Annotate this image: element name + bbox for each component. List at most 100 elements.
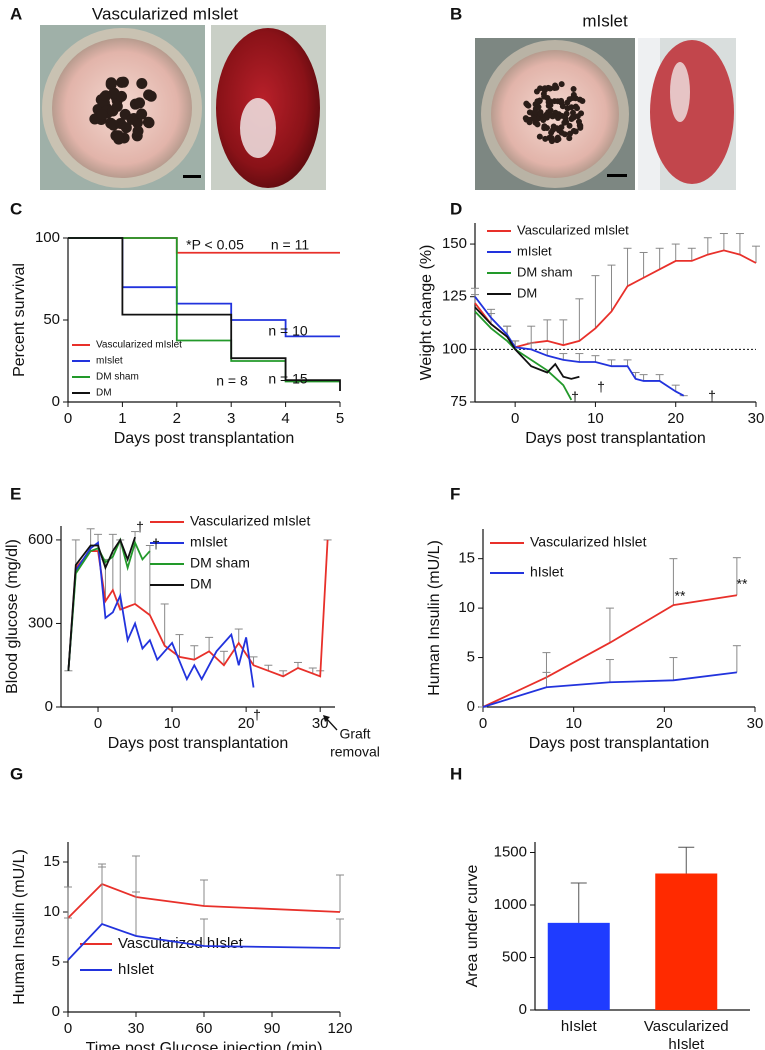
- x-tick-label: 2: [173, 410, 181, 427]
- series-line: [68, 237, 341, 392]
- arrow-head: [323, 715, 330, 722]
- series-line: [67, 922, 341, 961]
- islet: [96, 108, 108, 120]
- y-tick-label: 0: [45, 698, 53, 715]
- x-tick-label: 20: [667, 410, 684, 427]
- islet: [546, 97, 553, 104]
- islet: [570, 86, 577, 93]
- islet: [566, 135, 573, 142]
- annotation: n = 11: [271, 237, 309, 253]
- series-line: [474, 310, 573, 401]
- islet: [570, 113, 577, 120]
- x-tick-label: hIslet: [560, 1018, 597, 1035]
- islet: [575, 118, 582, 125]
- y-tick-label: 15: [458, 550, 475, 567]
- islet: [562, 115, 569, 122]
- legend-label: DM: [96, 388, 112, 399]
- y-axis-label: Human Insulin (mU/L): [426, 540, 443, 696]
- annotation: *P < 0.05: [186, 237, 244, 253]
- x-tick-label: 3: [227, 410, 235, 427]
- y-tick-label: 100: [35, 229, 60, 246]
- islet: [100, 90, 112, 102]
- islet: [552, 82, 559, 89]
- x-tick-label: 10: [587, 410, 604, 427]
- islet: [136, 78, 148, 90]
- x-axis-label: Days post transplantation: [114, 430, 295, 447]
- islet: [569, 95, 576, 102]
- legend-label: DM sham: [96, 372, 139, 383]
- x-axis-label: Days post transplantation: [108, 735, 289, 752]
- y-axis-label: Area under curve: [464, 865, 481, 988]
- annotation: **: [737, 576, 748, 592]
- graft: [240, 98, 276, 158]
- x-tick-label: 120: [327, 1020, 352, 1037]
- y-tick-label: 10: [43, 903, 60, 920]
- islet: [554, 134, 561, 141]
- islet: [136, 108, 148, 120]
- legend-label: DM: [190, 576, 212, 592]
- panel-title: Vascularized mIslet: [92, 4, 238, 23]
- y-tick-label: 0: [467, 698, 475, 715]
- x-tick-label: 30: [747, 715, 764, 732]
- scale-bar: [183, 175, 201, 178]
- legend-label: mIslet: [517, 243, 552, 258]
- islet: [559, 103, 566, 110]
- series-line: [482, 671, 737, 708]
- x-tick-label: 0: [94, 715, 102, 732]
- y-axis-label: Blood glucose (mg/dl): [4, 539, 21, 694]
- panel-label: B: [450, 4, 462, 23]
- legend-label: Vascularized hIslet: [530, 534, 647, 550]
- x-tick-label: Vascularized hIslet: [643, 1018, 729, 1050]
- y-tick-label: 10: [458, 599, 475, 616]
- islet: [143, 89, 155, 101]
- y-axis-label: Human Insulin (mU/L): [11, 849, 28, 1005]
- annotation: **: [675, 588, 686, 604]
- islet: [536, 97, 543, 104]
- x-tick-label: 60: [196, 1020, 213, 1037]
- legend-label: Vascularized mIslet: [190, 513, 310, 529]
- y-tick-label: 600: [28, 531, 53, 548]
- islet: [111, 100, 123, 112]
- islet: [533, 88, 540, 95]
- islet: [572, 103, 579, 110]
- gauze: [638, 38, 660, 190]
- legend-label: Vascularized mIslet: [96, 340, 182, 351]
- x-tick-label: 0: [64, 410, 72, 427]
- kidney: [650, 40, 734, 184]
- y-tick-label: 0: [519, 1001, 527, 1018]
- y-axis-label: Weight change (%): [418, 245, 435, 381]
- x-tick-label: 30: [748, 410, 765, 427]
- annotation: †: [571, 389, 579, 405]
- panel-label: E: [10, 484, 21, 503]
- x-tick-label: 0: [479, 715, 487, 732]
- x-tick-label: 0: [64, 1020, 72, 1037]
- legend-label: DM: [517, 285, 537, 300]
- series-line: [67, 536, 136, 671]
- legend-label: hIslet: [118, 961, 155, 978]
- islet: [540, 116, 547, 123]
- y-tick-label: 5: [52, 953, 60, 970]
- series-line: [474, 306, 580, 380]
- bar: [547, 922, 610, 1010]
- annotation: †: [708, 388, 716, 404]
- y-tick-label: 300: [28, 614, 53, 631]
- y-axis-label: Percent survival: [11, 263, 28, 377]
- graft: [670, 62, 690, 122]
- annotation: n = 15: [268, 371, 308, 387]
- islet: [143, 117, 155, 129]
- series-line: [67, 537, 151, 671]
- annotation: †: [152, 536, 160, 552]
- islet: [541, 125, 548, 132]
- islet: [115, 90, 127, 102]
- islet: [523, 100, 530, 107]
- islet: [572, 128, 579, 135]
- islet: [558, 124, 565, 131]
- islet: [568, 104, 575, 111]
- islet: [105, 77, 117, 89]
- legend-label: DM sham: [517, 264, 573, 279]
- x-axis-label: Days post transplantation: [529, 735, 710, 752]
- islet: [116, 76, 128, 88]
- islet: [532, 108, 539, 115]
- y-tick-label: 0: [52, 393, 60, 410]
